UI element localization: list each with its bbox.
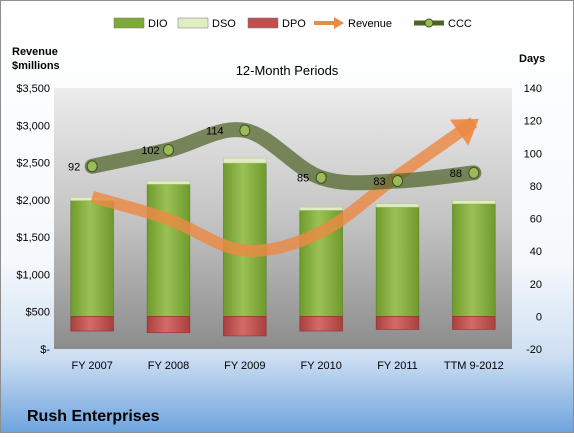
left-tick-label: $3,000 [16,120,50,132]
ccc-marker [315,171,327,184]
right-tick-label: 20 [530,279,542,291]
ccc-layer: 92 102 114 85 83 88 [68,122,482,191]
legend-label-dio: DIO [148,18,168,30]
bar-dio [146,183,191,317]
right-tick-label: 100 [524,148,542,160]
bar-dpo [375,316,420,330]
left-axis-label-line2: $millions [12,60,60,72]
bar-dso [452,200,496,205]
x-tick-label: FY 2007 [71,360,112,372]
bar-dio [452,203,496,317]
revenue-line [90,117,478,257]
bar-dso [146,180,191,185]
x-axis-ticks: FY 2007 FY 2008 FY 2009 FY 2010 FY 2011 TTM 9… [71,360,503,372]
legend-label-revenue: Revenue [348,18,392,30]
left-tick-label: $2,000 [16,195,50,207]
revenue-layer [90,117,479,257]
x-tick-label: FY 2008 [148,360,189,372]
left-tick-label: $- [40,344,50,356]
legend-arrow-icon [334,17,344,29]
left-axis-label-line1: Revenue [12,46,58,58]
bar-dio [70,200,114,317]
ccc-marker [239,124,251,137]
ccc-marker [163,143,174,156]
bar-dpo [452,316,496,330]
legend-label-ccc: CCC [448,18,472,30]
right-tick-label: 0 [536,311,542,323]
bars-layer [70,157,496,337]
company-name: Rush Enterprises [27,408,160,425]
left-tick-label: $3,500 [16,83,50,95]
bar-dpo [146,316,191,333]
bar-dio [223,162,267,317]
plot-area [54,88,512,349]
right-axis-ticks: -20 0 20 40 60 80 100 120 140 [524,83,542,356]
legend-swatch-dso [177,17,209,29]
legend-item-dso: DSO [177,17,236,30]
legend-item-dpo: DPO [247,17,306,30]
ccc-data-label: 85 [297,173,309,185]
left-tick-label: $1,500 [16,232,50,244]
left-tick-label: $500 [26,307,50,319]
right-tick-label: 60 [530,214,542,226]
ccc-data-label: 102 [141,145,159,157]
right-tick-label: -20 [526,344,542,356]
bar-dpo [70,316,114,332]
bar-dso [375,203,420,208]
right-tick-label: 120 [524,116,542,128]
chart-title: 12-Month Periods [236,63,339,78]
x-tick-label: TTM 9-2012 [444,360,504,372]
x-tick-label: FY 2009 [224,360,265,372]
revenue-arrowhead [449,118,479,146]
legend-swatch-dpo [247,17,279,29]
ccc-data-label: 83 [373,176,385,188]
legend-marker-icon [424,18,434,28]
ccc-marker [468,166,480,179]
legend-item-ccc: CCC [414,18,472,30]
bar-dpo [223,316,267,337]
legend: DIO DSO DPO Revenue CCC [113,17,472,30]
ccc-data-label: 114 [206,125,224,137]
ccc-data-label: 92 [68,161,80,173]
legend-label-dso: DSO [212,18,236,30]
bar-dso [223,157,267,164]
left-axis-ticks: $- $500 $1,000 $1,500 $2,000 $2,500 $3,000 $3,5… [16,83,50,356]
x-tick-label: FY 2010 [300,360,341,372]
bar-dso [299,206,343,211]
legend-swatch-dio [113,17,145,29]
ccc-marker [392,174,403,187]
left-tick-label: $1,000 [16,269,50,281]
right-axis-label: Days [519,53,545,65]
legend-label-dpo: DPO [282,18,306,30]
right-tick-label: 40 [530,246,542,258]
ccc-data-label: 88 [450,168,462,180]
x-tick-label: FY 2011 [377,360,418,372]
ccc-marker [86,160,98,173]
right-tick-label: 80 [530,181,542,193]
left-tick-label: $2,500 [16,158,50,170]
legend-item-revenue: Revenue [314,17,392,30]
bar-dpo [299,316,343,332]
legend-item-dio: DIO [113,17,168,30]
right-tick-label: 140 [524,83,542,95]
bar-dio [375,206,420,317]
